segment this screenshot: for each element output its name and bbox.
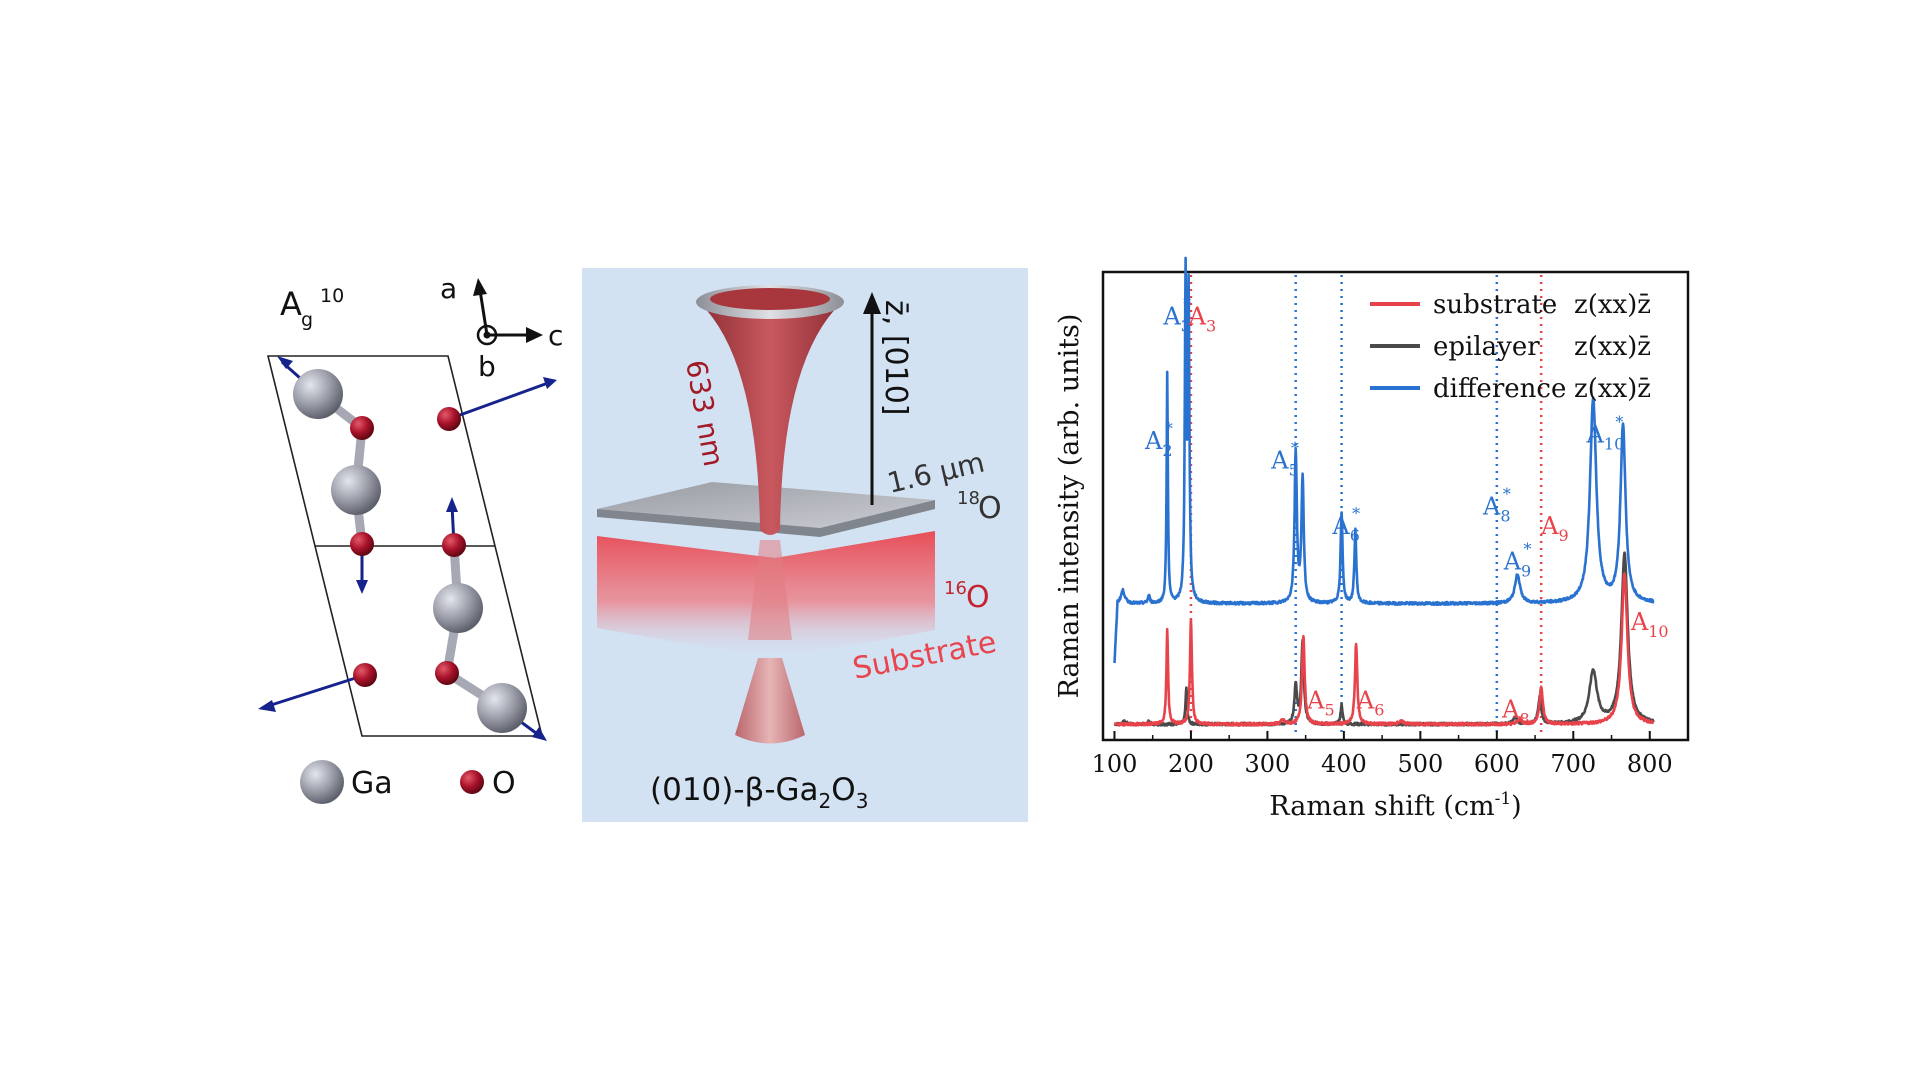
direction-arrow-icon bbox=[863, 292, 881, 505]
peak-label: A3 bbox=[1162, 302, 1191, 335]
peak-label-star: * bbox=[1523, 540, 1531, 559]
x-axis-label: Raman shift (cm-1) bbox=[1269, 789, 1521, 822]
spectrum-substrate bbox=[1113, 572, 1655, 727]
x-tick-label: 800 bbox=[1627, 750, 1673, 778]
legend-label-difference: difference bbox=[1433, 374, 1566, 404]
x-tick-label: 400 bbox=[1321, 750, 1367, 778]
o18-label: O bbox=[978, 491, 1002, 526]
crystal-axes-icon bbox=[473, 278, 543, 346]
o-legend-marker bbox=[460, 770, 484, 794]
legend-geometry-difference: z(xx)z̄ bbox=[1574, 374, 1651, 404]
isotope-16-label: 16 bbox=[944, 578, 967, 599]
peak-label: A10 bbox=[1630, 608, 1669, 641]
legend-label-epilayer: epilayer bbox=[1433, 332, 1540, 362]
peak-label-star: * bbox=[1615, 412, 1623, 431]
axis-c-label: c bbox=[548, 319, 563, 352]
x-tick-label: 700 bbox=[1550, 750, 1596, 778]
peak-label: A5 bbox=[1306, 687, 1335, 720]
peak-label: A3 bbox=[1188, 302, 1217, 335]
panel-raman-spectra: 100 200 300 400 500 600 700 800 Raman shift (cm-… bbox=[1054, 256, 1690, 822]
o16-label: O bbox=[966, 580, 990, 615]
x-tick-label: 300 bbox=[1245, 750, 1291, 778]
panel-crystal-structure: A g 10 a c b bbox=[258, 266, 564, 822]
legend-geometry-substrate: z(xx)z̄ bbox=[1574, 290, 1651, 320]
axis-a-label: a bbox=[440, 272, 457, 305]
ga-legend-marker bbox=[300, 760, 344, 804]
peak-label: A6 bbox=[1331, 512, 1360, 545]
isotope-18-label: 18 bbox=[957, 488, 980, 509]
x-tick-label: 600 bbox=[1474, 750, 1520, 778]
raman-chart: 100 200 300 400 500 600 700 800 Raman shift (cm-… bbox=[1054, 256, 1690, 822]
plot-frame bbox=[1101, 270, 1690, 742]
x-tick-label: 500 bbox=[1397, 750, 1443, 778]
mode-superscript: 10 bbox=[320, 285, 344, 307]
peak-label: A2 bbox=[1144, 427, 1173, 460]
mode-subscript: g bbox=[301, 309, 313, 331]
peak-label-star: * bbox=[1503, 485, 1511, 504]
o-atoms bbox=[350, 407, 466, 687]
spectrum-difference bbox=[1113, 256, 1655, 664]
panel-experiment-schematic: z̄, [010] 633 nm 1.6 μm 18 O 16 O Substr… bbox=[582, 268, 1028, 822]
legend-label-substrate: substrate bbox=[1433, 290, 1557, 320]
x-tick-label: 200 bbox=[1168, 750, 1214, 778]
peak-label: A10 bbox=[1586, 420, 1625, 453]
scattered-beam-lower bbox=[735, 658, 805, 744]
peak-label-star: * bbox=[1352, 504, 1360, 523]
peak-label-star: * bbox=[1183, 294, 1191, 313]
peak-label: A5 bbox=[1270, 447, 1299, 480]
peak-label-star: * bbox=[1291, 439, 1299, 458]
direction-label: z̄, [010] bbox=[878, 300, 913, 416]
o-legend-label: O bbox=[492, 766, 516, 801]
beam-in-substrate bbox=[748, 540, 792, 640]
peak-label: A6 bbox=[1356, 687, 1385, 720]
y-axis-label: Raman intensity (arb. units) bbox=[1054, 314, 1085, 699]
ga-legend-label: Ga bbox=[351, 766, 393, 801]
axis-b-label: b bbox=[478, 350, 496, 383]
peak-label-star: * bbox=[1165, 419, 1173, 438]
legend-geometry-epilayer: z(xx)z̄ bbox=[1574, 332, 1651, 362]
laser-beam-cone bbox=[700, 303, 841, 535]
peak-label: A9 bbox=[1503, 548, 1532, 581]
ga-atoms bbox=[293, 369, 527, 733]
peak-label: A8 bbox=[1482, 493, 1511, 526]
crystal-caption: (010)-β-Ga2O3 bbox=[650, 772, 868, 813]
x-tick-label: 100 bbox=[1092, 750, 1138, 778]
peak-label: A8 bbox=[1501, 696, 1530, 729]
peak-label: A9 bbox=[1540, 512, 1569, 545]
mode-label: A bbox=[280, 285, 302, 323]
displacement-arrows bbox=[258, 356, 557, 741]
